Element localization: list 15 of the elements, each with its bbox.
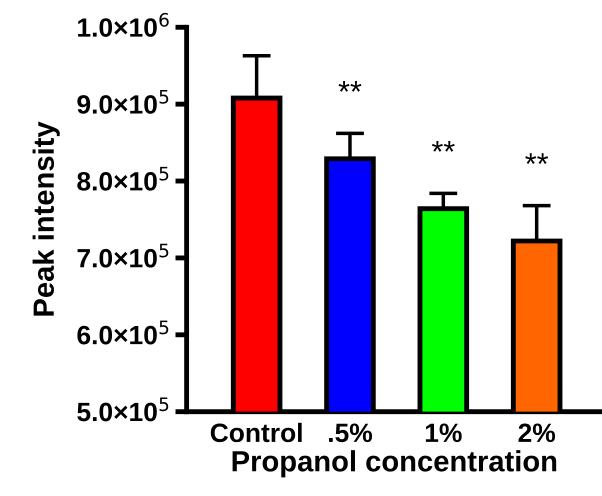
annotation: ** [338,81,362,92]
y-tick-label: 1.0×10$^{6}$ [78,12,169,37]
x-tick-label: Control [210,422,302,442]
y-tick-label: 5.0×10$^{5}$ [77,397,168,422]
annotation: ** [432,140,455,152]
y-tick-label: 8.0×10$^{5}$ [77,166,168,191]
annotation: ** [525,153,548,164]
x-axis-title: Propanol concentration [232,450,556,478]
y-tick-label: 7.0×10$^{5}$ [78,244,168,268]
y-axis-title: Peak intensity [32,122,60,316]
x-tick-label: .5% [329,424,372,442]
x-tick-label: 1% [426,424,462,442]
x-tick-label: 2% [518,423,556,442]
y-tick-label: 9.0×10$^{5}$ [77,90,168,114]
y-tick-label: 6.0×10$^{5}$ [77,320,168,344]
